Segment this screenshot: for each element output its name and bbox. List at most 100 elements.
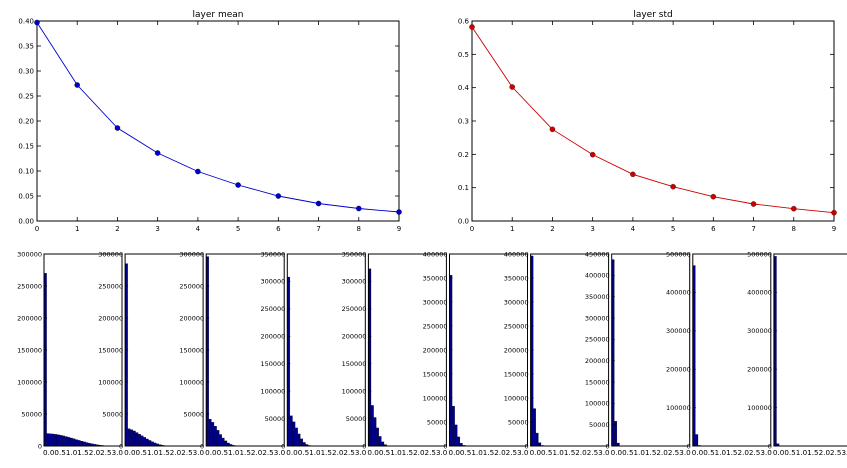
histogram-ytick-label: 200000 xyxy=(17,314,42,322)
histogram-ytick-label: 250000 xyxy=(504,322,529,330)
histogram-ytick-label: 300000 xyxy=(342,278,367,286)
histogram-ytick-label: 300000 xyxy=(585,314,610,322)
histogram-bar xyxy=(46,433,50,447)
histogram-ytick-label: 200000 xyxy=(98,314,123,322)
histogram-bar xyxy=(213,426,217,447)
histogram-bar xyxy=(51,433,55,447)
layer-std-xtick-label: 3 xyxy=(590,225,594,233)
histogram-xtick-labels: 0.00.51.01.52.02.53.0 xyxy=(43,449,123,457)
layer-mean-ytick-label: 0.10 xyxy=(18,168,34,176)
histogram-bar xyxy=(135,432,139,447)
layer-mean-data-point xyxy=(34,19,40,26)
layer-std-ytick-label: 0.0 xyxy=(458,218,469,226)
histogram-ytick-label: 100000 xyxy=(504,394,529,402)
layer-mean-ytick-label: 0.05 xyxy=(18,193,34,201)
histogram-bar xyxy=(72,438,76,447)
histogram-ytick-label: 0 xyxy=(362,442,366,450)
histogram-panel: 0 50000 100000 150000 200000 250000 300000 3500… xyxy=(504,250,610,457)
histogram-ytick-label: 400000 xyxy=(747,289,772,297)
histogram-ytick-label: 100000 xyxy=(179,378,204,386)
layer-mean-ytick-label: 0.20 xyxy=(18,118,34,126)
histogram-frame xyxy=(530,253,610,447)
layer-mean-title: layer mean xyxy=(193,10,244,20)
histogram-bar xyxy=(59,435,63,447)
histogram-bar xyxy=(82,441,86,447)
histogram-ytick-label: 200000 xyxy=(747,366,772,374)
histogram-bar xyxy=(451,406,455,447)
histogram-bar xyxy=(67,437,71,447)
histogram-panel: 0 50000 100000 150000 200000 250000 300000 3500… xyxy=(585,250,691,457)
histogram-ytick-label: 100000 xyxy=(342,387,367,395)
histogram-ytick-label: 350000 xyxy=(423,274,448,282)
histogram-ytick-label: 0 xyxy=(524,442,528,450)
histogram-ytick-label: 150000 xyxy=(17,346,42,354)
histogram-ytick-label: 300000 xyxy=(98,250,123,258)
histogram-ytick-label: 300000 xyxy=(504,298,529,306)
layer-std-xtick-label: 4 xyxy=(631,225,636,233)
histogram-ytick-label: 250000 xyxy=(585,336,610,344)
layer-std-data-point xyxy=(710,193,717,200)
histogram-bar xyxy=(378,436,382,447)
histogram-ytick-label: 450000 xyxy=(585,250,610,258)
histogram-ytick-label: 0 xyxy=(606,442,610,450)
layer-mean-xtick-label: 1 xyxy=(75,225,79,233)
histogram-bar xyxy=(454,424,458,447)
histogram-bar xyxy=(373,417,377,447)
histogram-ytick-label: 300000 xyxy=(17,250,42,258)
layer-mean-xtick-label: 5 xyxy=(236,225,240,233)
histogram-bar xyxy=(381,441,385,447)
layer-std-ytick-label: 0.2 xyxy=(458,151,469,159)
histogram-ytick-label: 50000 xyxy=(346,415,367,423)
histogram-ytick-label: 400000 xyxy=(423,250,448,258)
histogram-ytick-label: 250000 xyxy=(98,282,123,290)
histogram-ytick-label: 50000 xyxy=(102,410,123,418)
histogram-bar xyxy=(130,429,134,447)
layer-std-ytick-label: 0.6 xyxy=(458,18,470,26)
layer-std-ytick-label: 0.4 xyxy=(458,84,470,92)
layer-mean-xtick-label: 2 xyxy=(115,225,119,233)
histogram-bar xyxy=(148,440,152,447)
histogram-ytick-label: 150000 xyxy=(504,370,529,378)
histogram-panel: 0 50000 100000 150000 200000 250000 300000 3500… xyxy=(423,250,529,457)
histogram-bar xyxy=(695,434,699,447)
histogram-ytick-label: 250000 xyxy=(342,305,367,313)
histogram-bar xyxy=(80,441,84,447)
layer-mean-data-point xyxy=(356,205,362,212)
histogram-bar xyxy=(208,418,212,447)
layer-std-xtick-label: 1 xyxy=(510,225,514,233)
layer-mean-xtick-label: 0 xyxy=(35,225,39,233)
histogram-bar xyxy=(127,428,131,447)
histogram-ytick-label: 150000 xyxy=(423,370,448,378)
histogram-bar xyxy=(538,442,542,447)
histogram-xtick-labels: 0.00.51.01.52.02.53.0 xyxy=(773,449,847,457)
layer-mean-ytick-label: 0.00 xyxy=(18,218,34,226)
histogram-ytick-label: 100000 xyxy=(423,394,448,402)
histogram-ytick-label: 300000 xyxy=(666,327,691,335)
histogram-frame xyxy=(367,253,447,447)
histogram-ytick-label: 50000 xyxy=(508,418,529,426)
histogram-ytick-label: 400000 xyxy=(585,272,610,280)
layer-mean-ytick-label: 0.15 xyxy=(18,143,34,151)
histogram-ytick-label: 500000 xyxy=(666,250,691,258)
layer-mean-ytick-label: 0.40 xyxy=(18,18,34,26)
histogram-ytick-label: 400000 xyxy=(504,250,529,258)
histogram-ytick-label: 0 xyxy=(687,442,691,450)
layer-std-xtick-label: 8 xyxy=(792,225,796,233)
histogram-bar xyxy=(292,421,296,447)
histogram-bar xyxy=(75,439,78,447)
histogram-ytick-label: 50000 xyxy=(184,410,205,418)
histogram-bar xyxy=(137,434,141,447)
histogram-ytick-label: 350000 xyxy=(260,250,285,258)
histogram-bar xyxy=(302,442,306,447)
layer-std-ytick-label: 0.5 xyxy=(458,51,469,59)
histogram-bar xyxy=(132,430,136,447)
histogram-bar xyxy=(143,437,147,447)
histogram-ytick-label: 50000 xyxy=(589,421,610,429)
histogram-ytick-label: 0 xyxy=(443,442,447,450)
histogram-xtick-labels: 0.00.51.01.52.02.53.0 xyxy=(124,449,204,457)
layer-mean-xtick-label: 6 xyxy=(276,225,281,233)
histogram-ytick-label: 0 xyxy=(38,442,42,450)
histogram-ytick-label: 50000 xyxy=(21,410,42,418)
layer-std-title: layer std xyxy=(633,10,672,20)
